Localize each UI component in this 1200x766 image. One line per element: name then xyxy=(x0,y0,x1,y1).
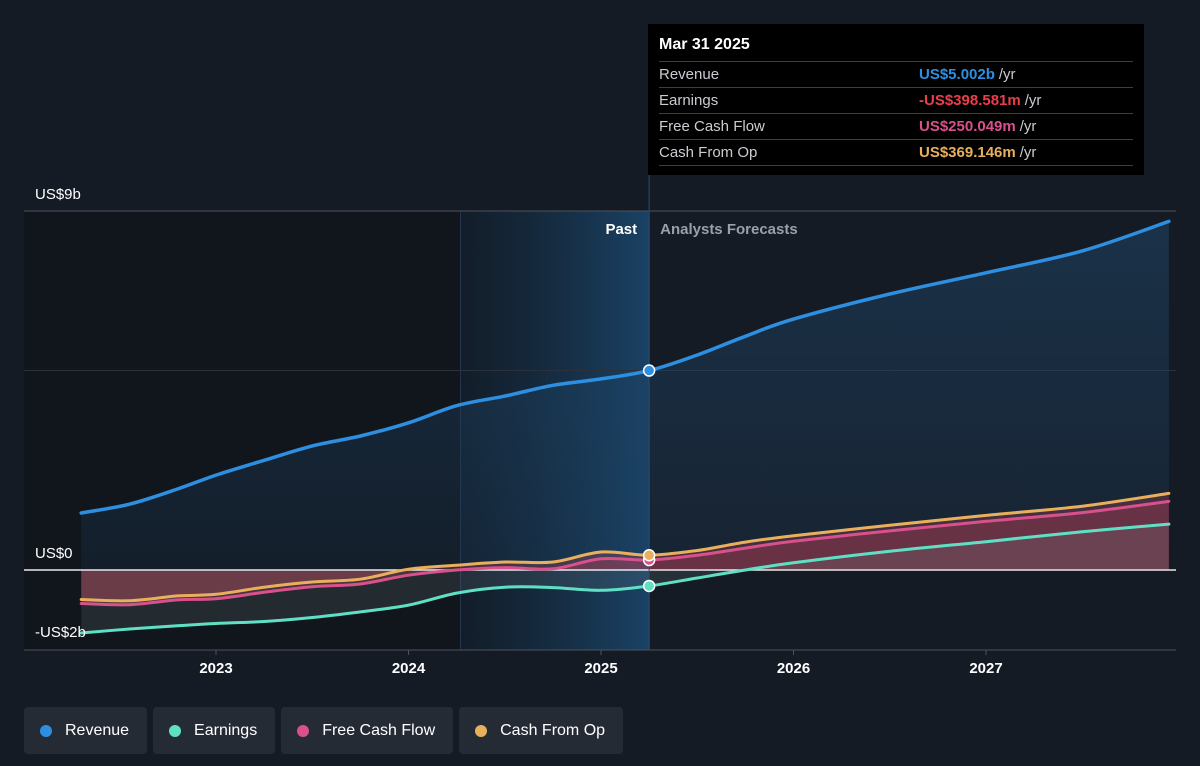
past-label: Past xyxy=(605,221,637,238)
tooltip-date: Mar 31 2025 xyxy=(659,36,750,53)
y-axis-label: US$0 xyxy=(35,545,73,562)
legend-dot-icon xyxy=(297,724,310,737)
marker-cash-from-op xyxy=(642,548,656,562)
tooltip: Mar 31 2025 Revenue US$5.002b /yr Earnin… xyxy=(648,24,1144,175)
revenue-area xyxy=(81,221,1169,570)
x-axis-label: 2027 xyxy=(969,660,1002,677)
legend-dot-icon xyxy=(475,724,488,737)
tooltip-unit: /yr xyxy=(1024,92,1042,109)
x-axis-label: 2025 xyxy=(584,660,617,677)
legend-label: Free Cash Flow xyxy=(322,721,436,739)
series-line-earnings xyxy=(79,522,1171,635)
y-axis-label: US$9b xyxy=(35,186,81,203)
legend-item-cash-from-op[interactable]: Cash From Op xyxy=(459,707,624,754)
series-line-revenue xyxy=(79,219,1171,515)
tooltip-unit: /yr xyxy=(1019,118,1037,135)
marker-earnings xyxy=(642,579,656,593)
tooltip-unit: /yr xyxy=(998,66,1016,83)
cash-area xyxy=(81,493,1169,601)
tooltip-row-free-cash-flow: Free Cash Flow US$250.049m /yr xyxy=(659,113,1133,139)
legend-label: Revenue xyxy=(65,721,130,739)
legend-label: Earnings xyxy=(194,721,258,739)
legend-label: Cash From Op xyxy=(500,721,606,739)
legend-item-free-cash-flow[interactable]: Free Cash Flow xyxy=(281,707,454,754)
tooltip-label: Cash From Op xyxy=(659,144,758,161)
series-line-cash-from-op xyxy=(79,491,1171,603)
legend-item-earnings[interactable]: Earnings xyxy=(153,707,276,754)
tooltip-row-revenue: Revenue US$5.002b /yr xyxy=(659,61,1133,87)
tooltip-value: US$250.049m xyxy=(919,118,1016,135)
tooltip-label: Earnings xyxy=(659,92,719,109)
x-axis-label: 2024 xyxy=(392,660,426,677)
tooltip-value: -US$398.581m xyxy=(919,92,1021,109)
tooltip-unit: /yr xyxy=(1019,144,1037,161)
series-line-free-cash-flow xyxy=(79,499,1171,607)
legend: Revenue Earnings Free Cash Flow Cash Fro… xyxy=(24,707,624,754)
marker-revenue xyxy=(642,364,656,377)
tooltip-value: US$369.146m xyxy=(919,144,1016,161)
forecast-label: Analysts Forecasts xyxy=(660,221,798,238)
y-axis-label: -US$2b xyxy=(35,624,86,641)
tooltip-label: Revenue xyxy=(659,66,720,83)
x-axis-label: 2023 xyxy=(199,660,232,677)
legend-item-revenue[interactable]: Revenue xyxy=(24,707,148,754)
tooltip-label: Free Cash Flow xyxy=(659,118,765,135)
legend-dot-icon xyxy=(40,724,52,737)
tooltip-value: US$5.002b xyxy=(919,66,995,83)
x-axis-label: 2026 xyxy=(777,660,810,677)
tooltip-row-cash-from-op: Cash From Op US$369.146m /yr xyxy=(659,139,1133,166)
tooltip-row-earnings: Earnings -US$398.581m /yr xyxy=(659,87,1133,113)
legend-dot-icon xyxy=(169,724,182,737)
